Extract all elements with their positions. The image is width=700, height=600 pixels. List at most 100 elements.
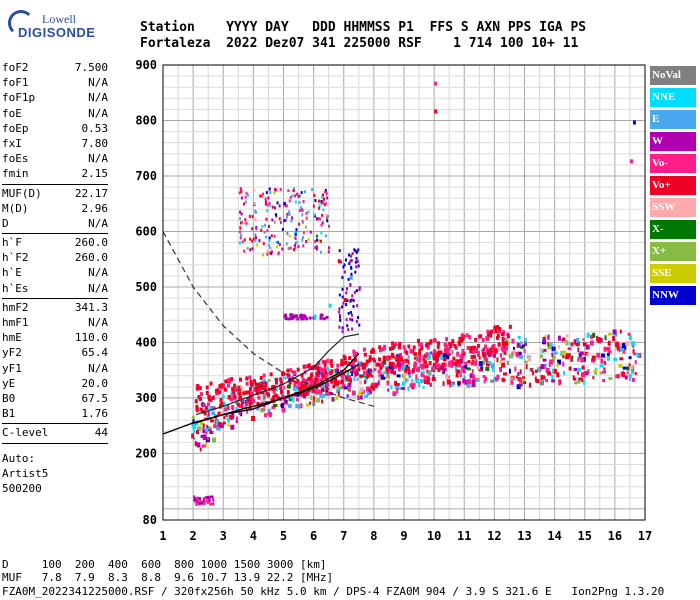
echo-core-point <box>390 370 394 375</box>
y-tick-label: 700 <box>135 169 157 183</box>
echo-cluster-point <box>275 245 278 249</box>
echo-band-point <box>295 404 299 409</box>
echo-band-point <box>442 370 446 374</box>
echo-core-point <box>239 395 243 400</box>
echo-cluster-point <box>314 240 317 244</box>
legend-x: X- <box>650 220 696 239</box>
echo-cluster-point <box>325 216 328 220</box>
echo-band-point <box>287 403 292 408</box>
echo-cluster-point <box>264 202 267 206</box>
echo-cluster-point <box>238 230 241 234</box>
echo-core-point <box>368 358 372 363</box>
echo-core-point <box>209 398 213 403</box>
echo-core-point <box>307 364 311 369</box>
echo-core-point <box>324 369 328 374</box>
echo-cluster-point <box>320 223 323 227</box>
echo-band-point <box>199 447 202 452</box>
echo-band-point <box>581 378 584 383</box>
echo-band-point <box>576 367 581 372</box>
echo-band-point <box>628 356 632 360</box>
echo-core-point <box>304 364 308 369</box>
echo-cluster-point <box>270 251 273 255</box>
echo-cluster-point <box>293 235 296 239</box>
echo-band-point <box>540 364 545 370</box>
echo-band-point <box>631 369 635 375</box>
echo-band-point <box>321 380 325 386</box>
echo-cluster-point <box>322 193 325 197</box>
echo-band-point <box>337 391 340 397</box>
echo-band-point <box>378 374 383 378</box>
param-d: D N/A <box>2 216 108 231</box>
echo-core-point <box>271 396 275 401</box>
echo-band-point <box>562 371 565 376</box>
y-tick-label: 80 <box>143 513 157 527</box>
echo-vertical-point <box>349 317 352 321</box>
echo-band-point <box>604 360 607 365</box>
echo-band-point <box>360 374 365 378</box>
echo-band-point <box>194 440 197 446</box>
param-value: 110.0 <box>74 331 108 345</box>
echo-core-point <box>211 396 215 401</box>
echo-cluster-point <box>323 203 326 207</box>
echo-cluster-point <box>274 213 277 217</box>
echo-cluster-point <box>327 224 330 228</box>
param-he: h`E N/A <box>2 265 108 280</box>
echo-band-point <box>415 356 418 362</box>
echo-band-point <box>215 420 220 426</box>
echo-cluster-point <box>288 199 291 203</box>
echo-band-point <box>422 385 425 389</box>
echo-band-point <box>355 368 359 372</box>
echo-cluster-point <box>251 227 254 231</box>
echo-vertical-point <box>346 287 349 291</box>
echo-band-point <box>260 399 264 403</box>
echo-core-point <box>486 332 490 337</box>
echo-low-point <box>208 496 211 500</box>
param-mufd: MUF(D) 22.17 <box>2 186 108 201</box>
echo-band-point <box>336 388 341 393</box>
echo-cluster-point <box>273 191 276 195</box>
echo-band-point <box>484 376 488 381</box>
y-tick-label: 200 <box>135 446 157 460</box>
echo-band-point <box>515 375 518 379</box>
echo-core-point <box>361 365 365 370</box>
echo-cluster-point <box>267 243 270 247</box>
echo-core-point <box>340 362 344 367</box>
echo-band-point <box>396 382 400 386</box>
echo-vertical-point <box>341 287 344 291</box>
y-tick-label: 800 <box>135 113 157 127</box>
param-foes: foEs N/A <box>2 151 108 166</box>
polarization-legend: NoVal NNE E W Vo- Vo+ SSW X- X+ SSE NNW <box>650 66 696 308</box>
echo-band-point <box>551 375 554 381</box>
echo-cluster-point <box>268 187 271 191</box>
echo-core-point <box>249 387 253 392</box>
echo-vertical-point <box>349 310 352 314</box>
echo-core-point <box>413 352 417 357</box>
echo-core-point <box>269 372 273 377</box>
echo-band-point <box>553 351 558 355</box>
echo-band-point <box>213 424 218 429</box>
echo-band-point <box>409 383 412 388</box>
echo-band-point <box>366 391 370 396</box>
echo-scatter-point <box>632 120 636 125</box>
echo-cluster-point <box>284 204 287 208</box>
echo-band-point <box>607 350 612 354</box>
param-value: 44 <box>94 426 108 440</box>
echo-core-point <box>490 352 494 357</box>
echo-cluster-point <box>251 247 254 251</box>
echo-band-point <box>328 389 332 395</box>
echo-cluster-point <box>311 188 314 192</box>
param-divider <box>2 442 108 444</box>
echo-cluster-point <box>314 199 317 203</box>
echo-band-point <box>628 335 632 341</box>
echo-band-point <box>251 415 256 421</box>
echo-band-point <box>440 354 444 360</box>
echo-band-point <box>560 350 563 356</box>
param-label: B0 <box>2 391 16 405</box>
echo-cluster-point <box>266 208 269 212</box>
echo-band-point <box>228 414 233 420</box>
echo-core-point <box>382 355 386 360</box>
echo-low-point <box>206 500 209 504</box>
echo-core-point <box>348 375 352 380</box>
echo-core-point <box>418 355 422 360</box>
echo-band-point <box>600 358 604 364</box>
